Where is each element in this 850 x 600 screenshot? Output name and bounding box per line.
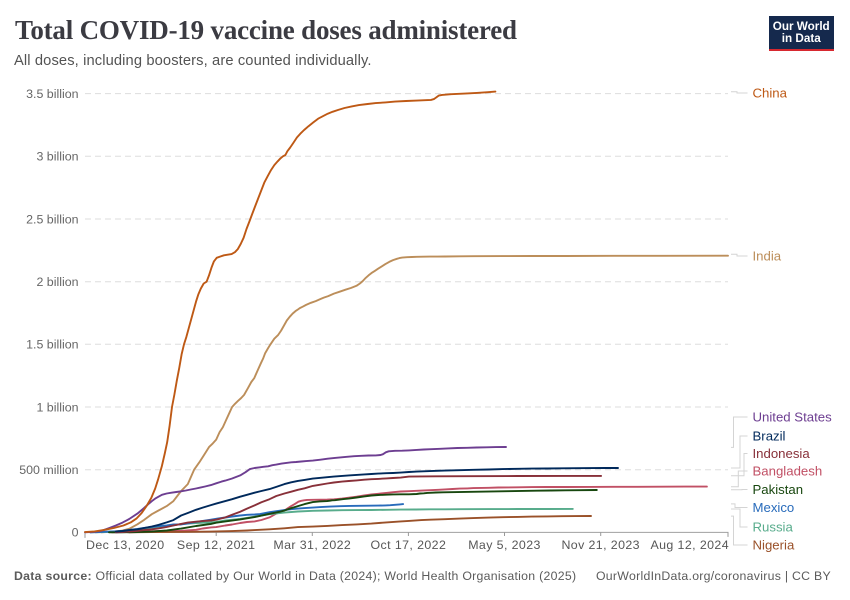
svg-text:1.5 billion: 1.5 billion bbox=[26, 338, 78, 352]
svg-text:Nov 21, 2023: Nov 21, 2023 bbox=[561, 538, 640, 552]
svg-text:United States: United States bbox=[753, 410, 833, 425]
svg-text:2.5 billion: 2.5 billion bbox=[26, 212, 78, 226]
svg-text:Mexico: Mexico bbox=[753, 500, 795, 515]
svg-text:Mar 31, 2022: Mar 31, 2022 bbox=[273, 538, 351, 552]
svg-text:Bangladesh: Bangladesh bbox=[753, 464, 823, 479]
svg-text:Pakistan: Pakistan bbox=[753, 482, 804, 497]
svg-text:3 billion: 3 billion bbox=[36, 150, 78, 164]
svg-text:Aug 12, 2024: Aug 12, 2024 bbox=[650, 538, 729, 552]
svg-text:Oct 17, 2022: Oct 17, 2022 bbox=[371, 538, 447, 552]
svg-text:500 million: 500 million bbox=[19, 463, 78, 477]
svg-text:Russia: Russia bbox=[753, 520, 794, 535]
svg-text:China: China bbox=[753, 86, 788, 101]
svg-text:Brazil: Brazil bbox=[753, 429, 786, 444]
svg-text:Dec 13, 2020: Dec 13, 2020 bbox=[86, 538, 165, 552]
svg-text:India: India bbox=[753, 249, 782, 264]
svg-text:Nigeria: Nigeria bbox=[753, 538, 795, 553]
svg-text:May 5, 2023: May 5, 2023 bbox=[468, 538, 541, 552]
svg-text:Indonesia: Indonesia bbox=[753, 446, 811, 461]
svg-text:1 billion: 1 billion bbox=[36, 400, 78, 414]
svg-text:Sep 12, 2021: Sep 12, 2021 bbox=[177, 538, 256, 552]
svg-text:0: 0 bbox=[72, 526, 79, 540]
svg-text:2 billion: 2 billion bbox=[36, 275, 78, 289]
svg-text:3.5 billion: 3.5 billion bbox=[26, 87, 78, 101]
